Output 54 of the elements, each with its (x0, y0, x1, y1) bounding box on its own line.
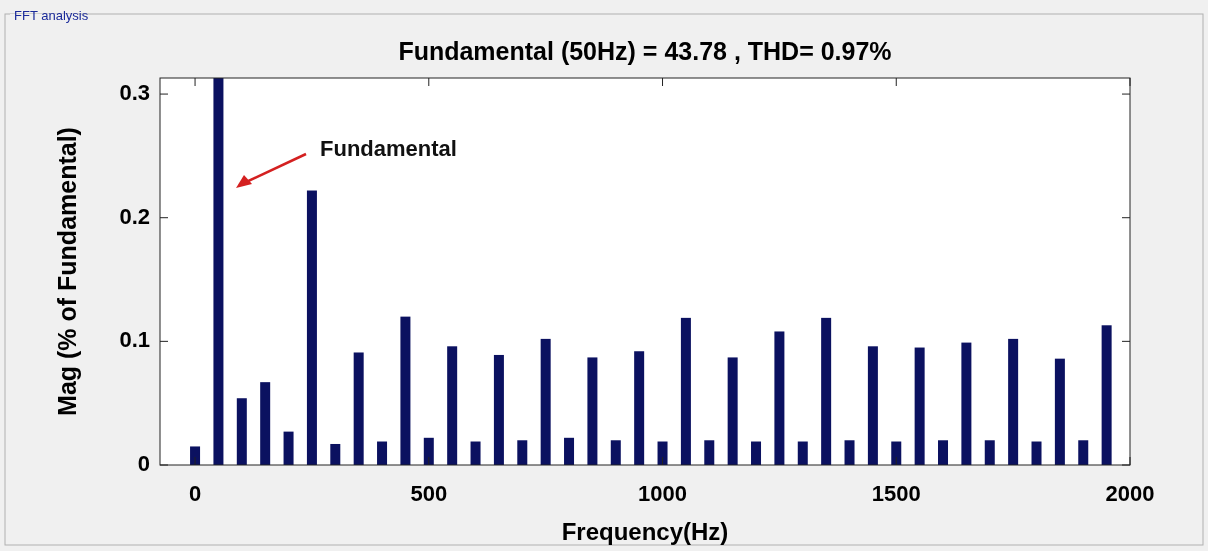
bar (751, 441, 762, 465)
x-tick-label: 500 (410, 481, 448, 506)
x-tick-label: 1000 (638, 481, 688, 506)
y-tick-label: 0.1 (119, 327, 150, 353)
bar (470, 441, 481, 465)
bar (680, 317, 691, 465)
bar (961, 342, 972, 465)
bar (797, 441, 808, 465)
bar (821, 317, 832, 465)
bar (377, 441, 388, 465)
bar (330, 443, 341, 465)
bar (657, 441, 668, 465)
bar (1008, 338, 1019, 465)
bar (610, 440, 621, 465)
bar (891, 441, 902, 465)
bar (727, 357, 738, 465)
bar (1101, 325, 1112, 465)
x-tick-label: 0 (188, 481, 202, 506)
bar (844, 440, 855, 465)
bar (306, 190, 317, 465)
bar (1031, 441, 1042, 465)
bar (1078, 440, 1089, 465)
bar (353, 352, 364, 465)
y-tick-label: 0.3 (119, 79, 150, 105)
bar (283, 431, 294, 465)
bar (447, 346, 458, 465)
y-tick-label: 0.2 (119, 203, 150, 229)
bar (493, 354, 504, 465)
bar (914, 347, 925, 465)
annotation: Fundamental (320, 135, 457, 161)
y-axis-title: Mag (% of Fundamental) (53, 127, 81, 416)
x-tick-label: 1500 (871, 481, 921, 506)
x-tick-label: 2000 (1105, 481, 1155, 506)
bar (540, 338, 551, 465)
bar (634, 351, 645, 465)
bar (867, 346, 878, 465)
bar (1054, 358, 1065, 465)
bar (213, 78, 224, 465)
x-axis-title: Frequency(Hz) (561, 518, 729, 545)
bar (517, 440, 528, 465)
bar (938, 440, 949, 465)
bar (984, 440, 995, 465)
bar (587, 357, 598, 465)
bar (190, 446, 201, 465)
bar (400, 316, 411, 465)
bar (260, 382, 271, 465)
bar (564, 437, 575, 465)
chart-title: Fundamental (50Hz) = 43.78 , THD= 0.97% (398, 37, 892, 65)
bar (774, 331, 785, 465)
bar (423, 437, 434, 465)
text: FFT analysis (14, 8, 89, 23)
y-tick-label: 0 (137, 450, 150, 476)
bar (704, 440, 715, 465)
bar (236, 398, 247, 465)
